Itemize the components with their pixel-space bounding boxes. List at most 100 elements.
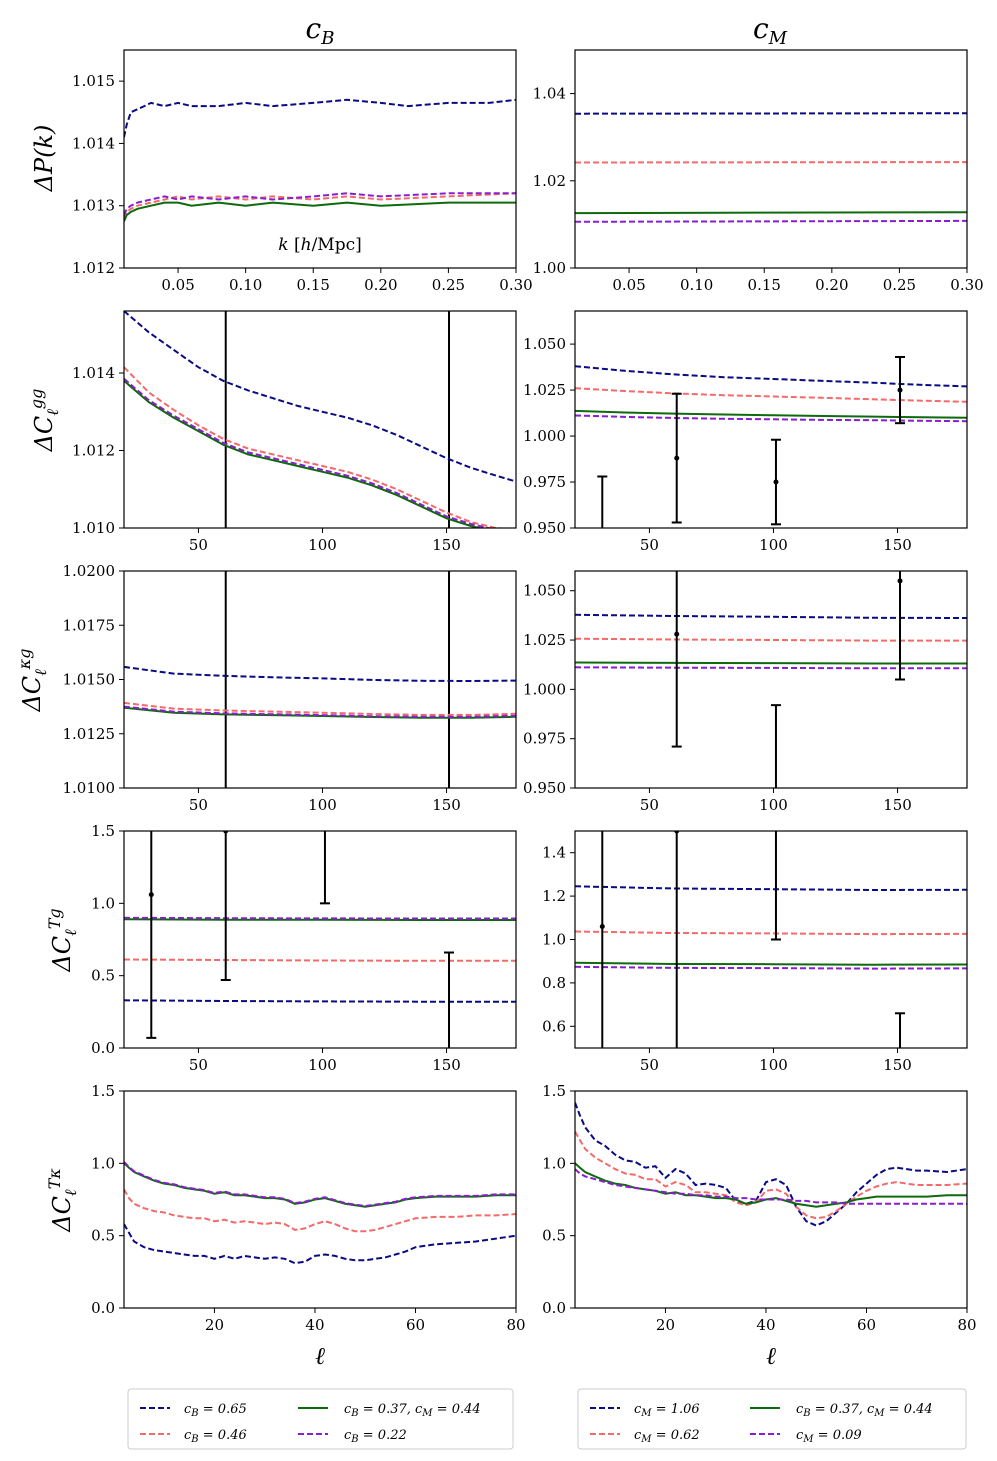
series-line-Tk_cB-4 [124,1161,516,1208]
axes-frame-pk_cM [574,49,968,269]
xtick-label-Tg_cB-1: 100 [308,1056,337,1074]
row-ylabel-Tg: ΔCℓTg [45,908,80,972]
errorbar-Tg_cM-4 [895,1012,906,1048]
errorbar-Tg_cB-2 [220,831,231,982]
xtick-label-Tk_cB-0: 20 [205,1316,224,1334]
svg-text:ΔCℓTκ: ΔCℓTκ [45,1168,80,1233]
xtick-label-Tg_cB-0: 50 [189,1056,208,1074]
xtick-label-gg_cM-1: 100 [759,536,788,554]
xtick-label-Tg_cM-2: 150 [883,1056,912,1074]
series-line-pk_cB-2 [124,192,516,219]
xtick-label-pk_cM-2: 0.15 [748,276,781,294]
xtick-label-Tk_cM-2: 60 [857,1316,876,1334]
column-title-cB: cB [306,12,335,49]
errorbar-Tg_cB-1 [146,831,157,1039]
xtick-label-kg_cM-2: 150 [883,796,912,814]
series-line-gg_cB-1 [124,311,516,483]
series-line-Tk_cB-1 [124,1223,516,1265]
series-line-Tk_cM-1 [575,1102,967,1227]
ytick-label-gg_cB-0: 1.010 [72,519,115,537]
xtick-label-gg_cB-0: 50 [189,536,208,554]
legend-left-entry-1: cB = 0.65 [184,1402,247,1419]
xtick-label-pk_cM-3: 0.20 [815,276,848,294]
panel-Tg_cB: 50 100 150 0.0 0.5 1.0 1.5 [91,822,517,1074]
ytick-label-pk_cM-0: 1.00 [533,259,566,277]
xlabel-ell-left: ℓ [315,1342,325,1370]
xtick-label-Tk_cM-1: 40 [756,1316,775,1334]
axes-frame-Tk_cB [123,1090,517,1309]
ytick-label-kg_cM-4: 1.050 [523,582,566,600]
errorbar-Tg_cM-2 [674,831,680,1048]
row-ylabel-gg: ΔCℓgg [27,389,62,453]
xlabel-k: k [h/Mpc] [278,235,361,255]
xtick-label-kg_cM-0: 50 [640,796,659,814]
legend-right-entry-2: cM = 0.62 [634,1428,700,1445]
xtick-label-kg_cB-1: 100 [308,796,337,814]
errorbar-gg_cM-4 [895,355,906,425]
svg-text:ΔCℓTg: ΔCℓTg [45,908,80,972]
series-line-Tg_cB-1 [124,999,516,1003]
xtick-label-pk_cB-3: 0.20 [364,276,397,294]
series-line-pk_cB-4 [124,192,516,216]
legend-left-entry-3: cB = 0.37, cM = 0.44 [344,1402,481,1419]
series-line-Tg_cB-4 [124,916,516,920]
ytick-label-Tg_cM-2: 1.0 [542,931,566,949]
panel-gg_cM: 50 100 150 0.950 0.975 1.000 1.025 1.050 [523,310,968,554]
series-line-gg_cM-1 [575,365,967,388]
series-line-Tg_cM-1 [575,885,967,892]
xtick-label-Tk_cM-0: 20 [656,1316,675,1334]
column-title-cM: cM [753,12,788,49]
errorbar-Tg_cM-3 [770,831,781,941]
xtick-label-gg_cB-1: 100 [308,536,337,554]
series-line-gg_cB-3 [124,380,484,528]
series-line-Tk_cM-4 [575,1168,967,1205]
xtick-label-pk_cB-0: 0.05 [161,276,194,294]
ytick-label-Tk_cM-0: 0.0 [542,1299,566,1317]
series-line-gg_cB-2 [124,366,507,528]
ytick-label-gg_cM-0: 0.950 [523,519,566,537]
xtick-label-gg_cB-2: 150 [432,536,461,554]
ytick-label-Tk_cB-1: 0.5 [91,1227,115,1245]
axes-frame-pk_cB [123,49,517,269]
axes-frame-kg_cM [574,570,968,789]
xtick-label-Tk_cM-3: 80 [957,1316,976,1334]
errorbar-gg_cM-3 [770,438,781,526]
xtick-label-pk_cB-4: 0.25 [432,276,465,294]
ytick-label-Tk_cM-3: 1.5 [542,1082,566,1100]
ytick-label-pk_cM-1: 1.02 [533,172,566,190]
ytick-label-kg_cB-4: 1.0200 [63,562,116,580]
xtick-label-kg_cB-0: 50 [189,796,208,814]
xtick-label-gg_cM-2: 150 [883,536,912,554]
ytick-label-Tk_cB-3: 1.5 [91,1082,115,1100]
ytick-label-pk_cB-1: 1.013 [72,197,115,215]
ytick-label-gg_cM-1: 0.975 [523,473,566,491]
series-line-kg_cB-1 [124,665,516,683]
ytick-label-Tg_cM-4: 1.4 [542,844,566,862]
ytick-label-kg_cM-1: 0.975 [523,730,566,748]
series-line-Tk_cB-2 [124,1188,516,1233]
xtick-label-pk_cM-4: 0.25 [883,276,916,294]
ytick-label-gg_cB-1: 1.012 [72,442,115,460]
axes-frame-gg_cB [123,310,517,529]
series-line-gg_cM-3 [575,409,967,419]
xtick-label-Tk_cB-1: 40 [305,1316,324,1334]
xtick-label-kg_cB-2: 150 [432,796,461,814]
xtick-label-Tk_cB-2: 60 [406,1316,425,1334]
series-line-pk_cB-3 [124,201,516,222]
series-line-Tk_cB-3 [124,1162,516,1208]
panel-pk_cB: 0.05 0.10 0.15 0.20 0.25 0.30 1.012 1.013 1.014 1… [72,49,533,294]
series-line-Tg_cM-4 [575,965,967,970]
series-line-gg_cM-4 [575,414,967,423]
errorbar-Tg_cB-4 [444,951,455,1048]
ytick-label-Tg_cM-3: 1.2 [542,887,566,905]
row-ylabel-Tk: ΔCℓTκ [45,1168,80,1233]
errorbar-gg_cM-2 [671,392,682,524]
series-line-Tg_cB-2 [124,958,516,962]
errorbar-kg_cM-1 [671,571,682,748]
svg-text:ΔCℓgg: ΔCℓgg [27,389,62,453]
series-line-kg_cM-3 [575,661,967,665]
xtick-label-pk_cB-1: 0.10 [229,276,262,294]
ytick-label-kg_cM-0: 0.950 [523,779,566,797]
legend-right: cM = 1.06 cM = 0.62 cB = 0.37, cM = 0.44… [577,1388,967,1450]
